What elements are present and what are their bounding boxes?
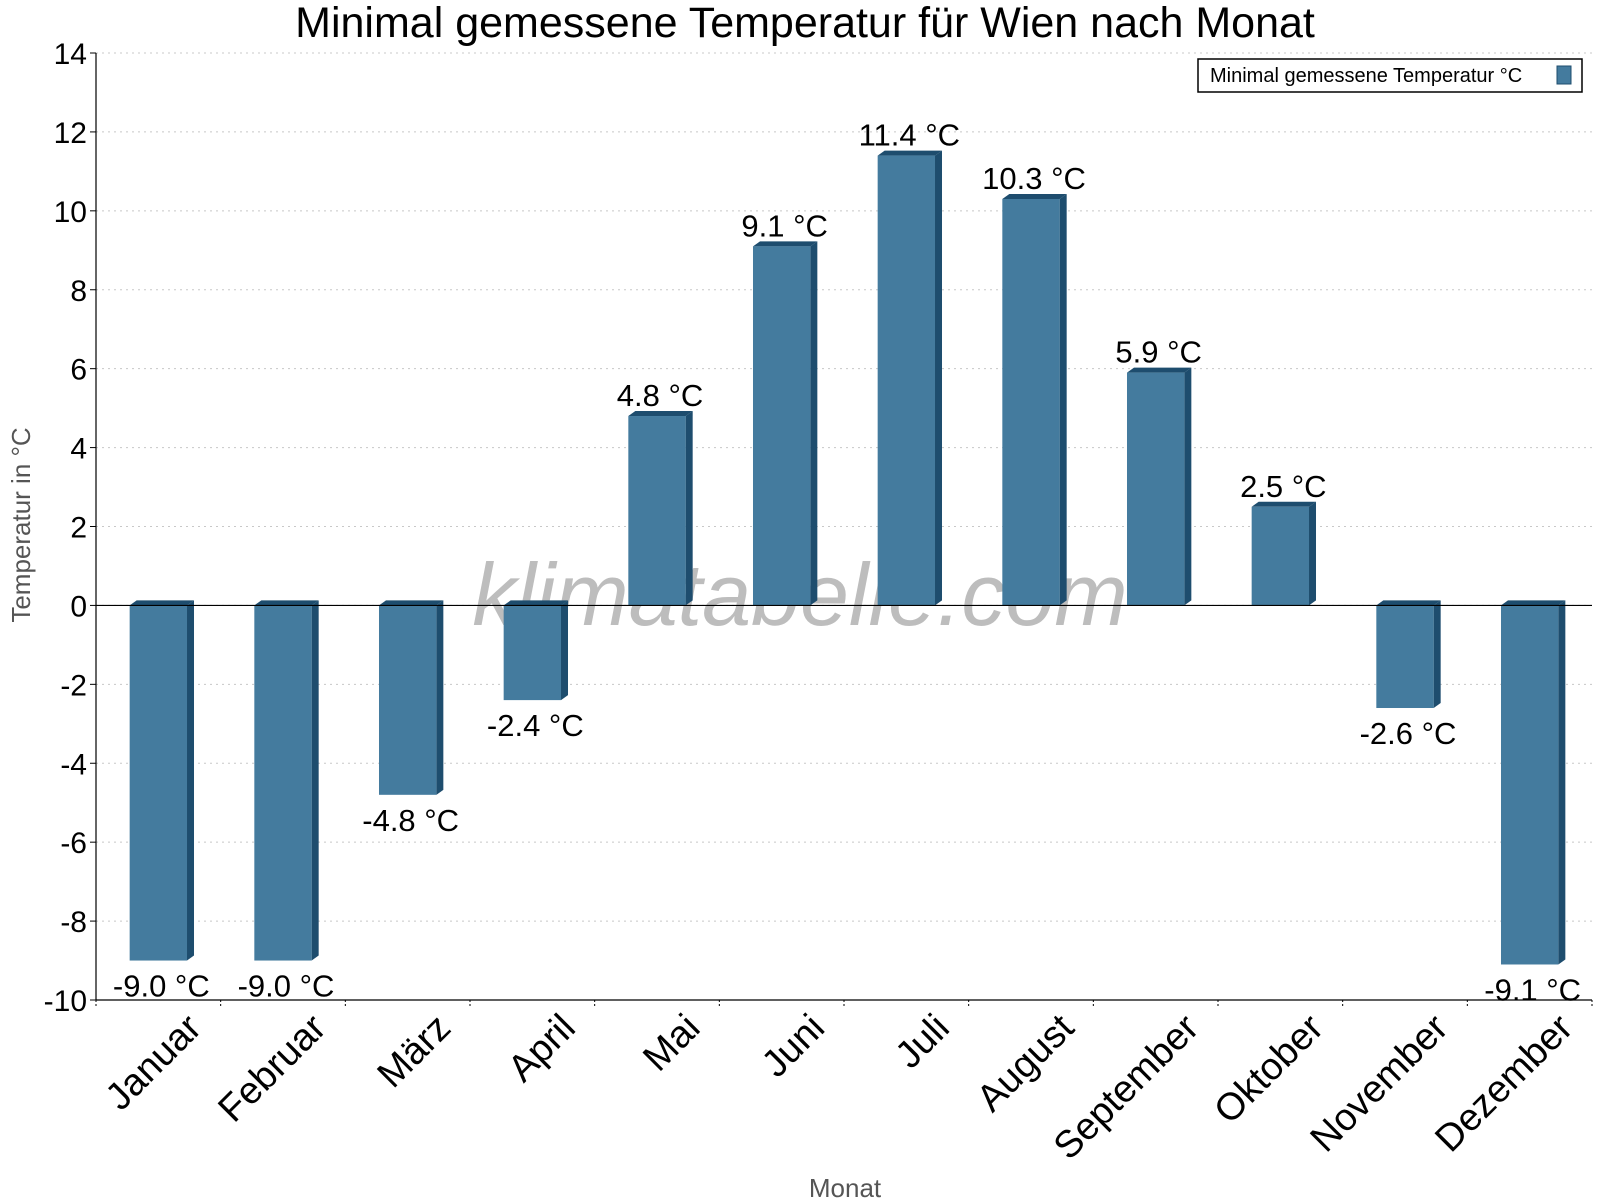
x-tick-label: März: [370, 1007, 459, 1096]
y-tick-label: -8: [60, 906, 87, 939]
x-axis-label: Monat: [809, 1173, 882, 1200]
x-tick-label: Juli: [888, 1007, 958, 1077]
data-label: 9.1 °C: [741, 208, 828, 243]
bar-side: [1558, 600, 1566, 965]
grid-lines: [96, 52, 1592, 1001]
bar-side: [1184, 367, 1192, 606]
data-label: -9.0 °C: [113, 969, 210, 1004]
x-tick-label: Februar: [211, 1006, 335, 1130]
y-tick-label: -2: [60, 669, 87, 702]
bar-top: [129, 600, 195, 606]
bar-side: [810, 241, 818, 606]
bar: [1251, 506, 1310, 606]
bar-top: [877, 150, 943, 156]
data-label: -4.8 °C: [362, 803, 459, 838]
bar-top: [1500, 600, 1566, 606]
bar: [1376, 605, 1434, 709]
data-label: -2.6 °C: [1360, 716, 1457, 751]
x-tick-labels: Januar Februar März April Mai Juni Juli AugustS…: [98, 1006, 1581, 1167]
y-tick-label: 14: [54, 38, 87, 71]
bar-top: [1251, 501, 1317, 507]
bar-side: [187, 600, 195, 961]
y-tick-label: 2: [70, 512, 87, 545]
bar-top: [752, 241, 818, 247]
y-tick-label: 12: [54, 117, 87, 150]
bar: [752, 246, 811, 606]
bar-top: [503, 600, 569, 606]
bar: [877, 155, 936, 606]
x-tick-label: Januar: [98, 1006, 210, 1118]
bar-top: [254, 600, 319, 606]
legend-box: [1197, 58, 1583, 93]
y-tick-label: 10: [54, 196, 87, 229]
bar-top: [628, 411, 693, 417]
x-tick-label: April: [500, 1007, 583, 1090]
bar-side: [1433, 600, 1441, 709]
y-tick-label: -10: [44, 985, 87, 1018]
data-label: -9.1 °C: [1484, 972, 1581, 1007]
data-label: 2.5 °C: [1240, 469, 1327, 504]
bar-top: [1002, 193, 1067, 199]
bar: [628, 416, 686, 606]
legend: Minimal gemessene Temperatur °C: [1197, 58, 1583, 93]
data-label: -2.4 °C: [487, 708, 584, 743]
bar: [1500, 605, 1559, 965]
y-tick-label: -6: [60, 827, 87, 860]
bar-side: [436, 600, 444, 795]
legend-swatch: [1556, 65, 1572, 85]
x-tick-label: Oktober: [1206, 1006, 1332, 1132]
bar-top: [1376, 600, 1441, 606]
data-label: 4.8 °C: [617, 378, 704, 413]
y-axis-label: Temperatur in °C: [6, 427, 36, 622]
bar: [1002, 198, 1060, 606]
bar-top: [1126, 367, 1192, 373]
bar: [254, 605, 312, 961]
data-label: -9.0 °C: [238, 969, 335, 1004]
bar-side: [935, 150, 943, 606]
data-label: 11.4 °C: [859, 118, 960, 153]
bar: [129, 605, 188, 961]
legend-label: Minimal gemessene Temperatur °C: [1210, 65, 1522, 87]
y-tick-label: -4: [60, 748, 87, 781]
y-tick-labels: 14 12 10 8 6 4 2 0 -2 -4 -6 -8 -10: [44, 38, 87, 1018]
bar-side: [311, 600, 319, 961]
y-tick-label: 4: [70, 433, 87, 466]
bar: [1126, 372, 1185, 606]
data-label: 10.3 °C: [982, 161, 1086, 196]
x-tick-label: Dezember: [1427, 1006, 1581, 1160]
bar-side: [561, 600, 569, 701]
bars: [129, 150, 1566, 965]
bar-side: [1309, 501, 1317, 606]
y-tick-label: 0: [70, 590, 87, 623]
y-tick-label: 6: [70, 354, 87, 387]
bar-top: [378, 600, 444, 606]
x-tick-label: Juni: [754, 1007, 833, 1086]
data-label: 5.9 °C: [1115, 335, 1202, 370]
x-tick-label: Mai: [635, 1007, 708, 1080]
chart-title: Minimal gemessene Temperatur für Wien na…: [295, 0, 1315, 47]
data-labels: -9.0 °C -9.0 °C -4.8 °C -2.4 °C 4.8 °C 9.1 °C…: [113, 118, 1581, 1008]
bar-side: [1059, 193, 1067, 606]
bar: [503, 605, 562, 701]
axes: [90, 52, 1593, 1008]
x-tick-label: August: [969, 1006, 1083, 1120]
bar: [378, 605, 437, 795]
y-tick-label: 8: [70, 275, 87, 308]
bar-side: [685, 411, 693, 606]
